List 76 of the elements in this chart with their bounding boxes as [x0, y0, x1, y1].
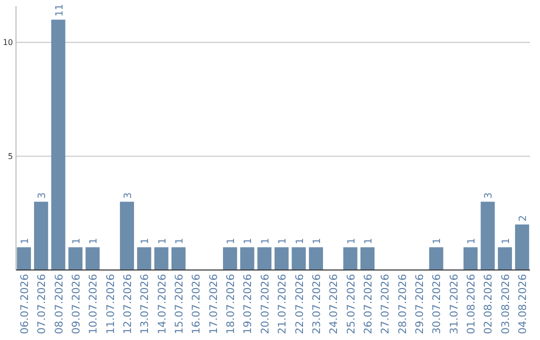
x-tick-label: 06.07.2026: [18, 274, 31, 334]
data-label: 1: [71, 238, 82, 244]
bar: [498, 247, 512, 270]
data-label: 3: [122, 192, 134, 199]
data-label: 1: [500, 238, 512, 244]
bar: [137, 247, 152, 270]
data-label: 2: [518, 215, 530, 222]
bar: [292, 247, 306, 270]
bar: [257, 247, 272, 270]
data-label: 1: [278, 238, 289, 244]
x-tick-label: 11.07.2026: [104, 274, 117, 334]
data-label: 1: [260, 238, 272, 244]
data-label: 1: [88, 238, 100, 244]
bar: [308, 247, 323, 270]
bar: [223, 247, 238, 270]
x-tick-label: 14.07.2026: [156, 274, 168, 334]
bar: [480, 202, 495, 270]
x-tick-label: 08.07.2026: [53, 274, 66, 334]
data-label: 1: [140, 238, 152, 244]
x-tick-label: 27.07.2026: [380, 274, 392, 334]
y-tick-label: 10: [2, 38, 13, 47]
y-tick-label: 5: [8, 152, 13, 161]
bar: [68, 247, 82, 270]
x-tick-label: 22.07.2026: [294, 274, 306, 334]
x-tick-label: 13.07.2026: [139, 274, 152, 334]
x-tick-label: 17.07.2026: [208, 274, 220, 334]
data-label: 1: [312, 238, 323, 244]
bar: [515, 224, 530, 270]
data-label: 1: [363, 238, 374, 244]
data-label: 1: [243, 238, 254, 244]
bar: [343, 247, 358, 270]
data-label: 1: [20, 238, 31, 244]
data-label: 1: [174, 238, 186, 244]
x-tick-label: 21.07.2026: [276, 274, 289, 334]
bar: [171, 247, 186, 270]
data-label: 11: [54, 4, 66, 17]
x-tick-label: 28.07.2026: [396, 274, 409, 334]
data-label: 1: [226, 238, 238, 244]
bar: [34, 202, 48, 270]
x-tick-label: 29.07.2026: [414, 274, 426, 334]
bar: [86, 247, 100, 270]
bar: [120, 202, 134, 270]
data-label: 3: [484, 192, 495, 199]
x-tick-label: 26.07.2026: [362, 274, 374, 334]
data-label: 1: [346, 238, 358, 244]
x-tick-label: 16.07.2026: [190, 274, 203, 334]
x-tick-label: 02.08.2026: [482, 274, 495, 334]
x-tick-label: 04.08.2026: [517, 274, 530, 334]
x-tick-label: 15.07.2026: [174, 274, 186, 334]
x-tick-label: 01.08.2026: [466, 274, 478, 334]
x-tick-label: 12.07.2026: [122, 274, 134, 334]
data-label: 1: [294, 238, 306, 244]
x-tick-label: 07.07.2026: [36, 274, 48, 334]
x-tick-label: 25.07.2026: [345, 274, 358, 334]
x-tick-label: 30.07.2026: [431, 274, 444, 334]
data-label: 1: [432, 238, 444, 244]
bar: [360, 247, 375, 270]
data-label: 1: [466, 238, 478, 244]
bar: [464, 247, 478, 270]
x-tick-label: 23.07.2026: [310, 274, 323, 334]
data-label: 1: [157, 238, 168, 244]
bar: [274, 247, 289, 270]
x-tick-label: 09.07.2026: [70, 274, 82, 334]
x-tick-label: 20.07.2026: [259, 274, 272, 334]
x-tick-label: 24.07.2026: [328, 274, 340, 334]
bar: [429, 247, 444, 270]
x-tick-label: 31.07.2026: [448, 274, 460, 334]
bar: [51, 20, 66, 270]
bar: [240, 247, 254, 270]
bar: [16, 247, 31, 270]
x-tick-label: 10.07.2026: [88, 274, 100, 334]
x-tick-label: 18.07.2026: [225, 274, 238, 334]
data-label: 3: [37, 192, 48, 199]
x-tick-label: 19.07.2026: [242, 274, 254, 334]
x-tick-label: 03.08.2026: [500, 274, 512, 334]
bar: [154, 247, 168, 270]
